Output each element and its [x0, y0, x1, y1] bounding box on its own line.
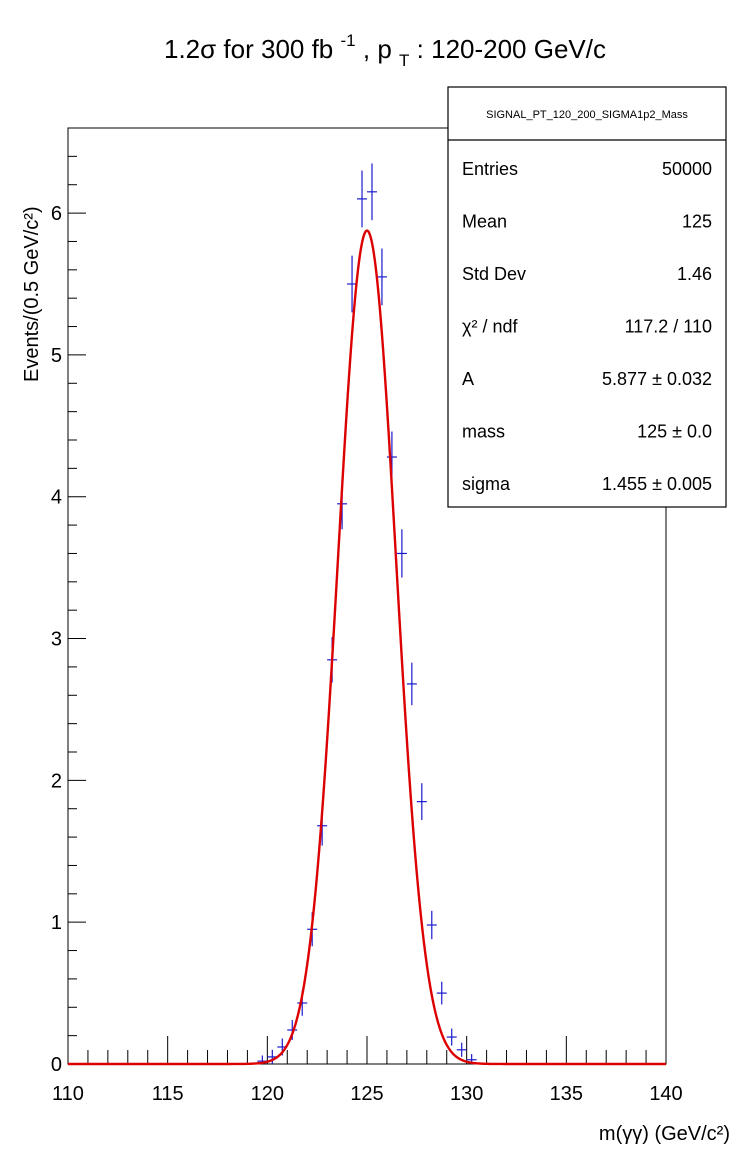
axis-ticks — [67, 155, 667, 1065]
histogram-point — [376, 248, 387, 306]
stat-value: 1.455 ± 0.005 — [602, 474, 712, 494]
stat-value: 5.877 ± 0.032 — [602, 369, 712, 389]
stat-label: Mean — [462, 212, 507, 232]
stat-label: Std Dev — [462, 264, 526, 284]
x-axis-label: m(γγ) (GeV/c²) — [599, 1123, 730, 1145]
chart-title-mid: , p — [363, 34, 392, 64]
stats-box-frame — [447, 86, 727, 508]
histogram-point — [426, 910, 437, 940]
y-tick-label: 0 — [51, 1054, 62, 1076]
stat-label: mass — [462, 422, 505, 442]
chart-title-prefix: 1.2σ for 300 fb — [164, 34, 333, 64]
histogram-point — [357, 170, 367, 228]
chart-title-suffix: : 120-200 GeV/c — [417, 34, 606, 64]
stat-value: 1.46 — [677, 264, 712, 284]
stat-label: sigma — [462, 474, 511, 494]
histogram-point — [396, 529, 407, 578]
x-tick-label: 130 — [450, 1083, 483, 1105]
y-tick-label: 1 — [51, 912, 62, 934]
histogram-point — [446, 1028, 457, 1046]
tick-labels: 110 115 120 125 130 135 140 0 1 2 3 4 5 6 — [51, 203, 683, 1105]
fit-curve — [68, 229, 666, 1066]
x-tick-label: 115 — [152, 1083, 184, 1105]
chart-title: 1.2σ for 300 fb -1 , p T : 120-200 GeV/c — [164, 22, 606, 72]
stat-value: 50000 — [662, 159, 712, 179]
histogram-point — [416, 783, 427, 821]
x-tick-label: 140 — [649, 1083, 682, 1105]
y-tick-label: 2 — [51, 770, 62, 792]
stat-label: Entries — [462, 159, 518, 179]
y-tick-label: 4 — [51, 487, 62, 509]
histogram-point — [406, 662, 417, 706]
stats-rows: Entries 50000 Mean 125 Std Dev 1.46 χ² / ndf 11… — [462, 159, 712, 494]
x-tick-label: 125 — [350, 1083, 383, 1105]
stat-value: 125 ± 0.0 — [637, 422, 712, 442]
x-tick-label: 120 — [251, 1083, 284, 1105]
histogram-point — [436, 981, 447, 1005]
stats-box-name: SIGNAL_PT_120_200_SIGMA1p2_Mass — [486, 109, 688, 121]
histogram-point — [456, 1042, 467, 1057]
histogram-series — [257, 163, 477, 1064]
stat-value: 125 — [682, 212, 712, 232]
histogram-point — [367, 163, 377, 221]
chart-title-superscript: -1 — [341, 31, 356, 50]
stat-label: A — [462, 369, 474, 389]
stat-label: χ² / ndf — [462, 317, 518, 337]
stat-value: 117.2 / 110 — [625, 317, 712, 337]
fit-curve-group — [68, 229, 666, 1066]
x-tick-label: 135 — [550, 1083, 583, 1105]
y-tick-label: 3 — [51, 629, 62, 651]
y-axis-label: Events/(0.5 GeV/c²) — [21, 206, 43, 382]
y-tick-label: 6 — [51, 203, 62, 225]
stats-box: SIGNAL_PT_120_200_SIGMA1p2_Mass Entries 5… — [447, 86, 727, 508]
y-tick-label: 5 — [51, 345, 62, 367]
x-tick-label: 110 — [52, 1083, 84, 1105]
chart-title-subscript: T — [399, 51, 409, 70]
